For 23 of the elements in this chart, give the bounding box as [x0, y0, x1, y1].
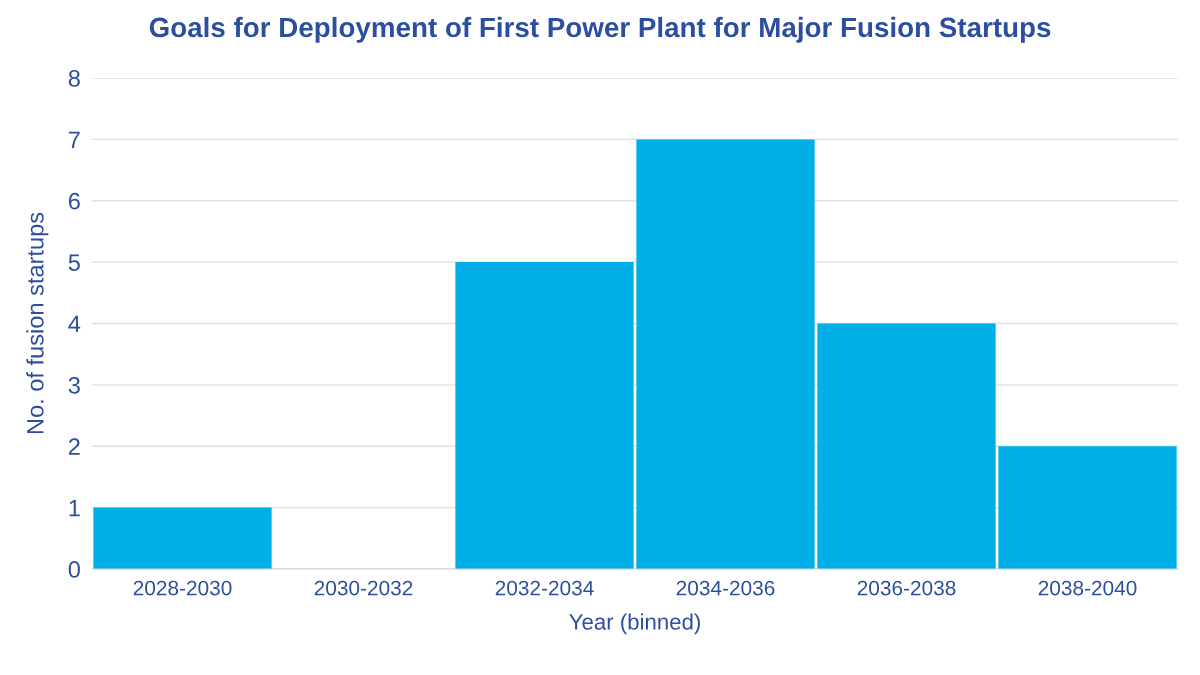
- y-tick-label: 0: [68, 561, 80, 578]
- x-tick-label: 2032-2034: [495, 580, 594, 596]
- x-tick-label: 2028-2030: [133, 580, 232, 596]
- y-tick-label: 6: [68, 192, 80, 210]
- bar: [998, 446, 1177, 569]
- bar: [455, 262, 634, 569]
- bar: [817, 323, 996, 569]
- y-tick-label: 8: [68, 70, 80, 87]
- y-tick-label: 1: [69, 499, 80, 517]
- x-tick-label: 2034-2036: [676, 580, 775, 596]
- x-tick-label: 2030-2032: [314, 580, 413, 596]
- y-tick-label: 7: [68, 131, 80, 148]
- x-tick-label: 2036-2038: [857, 580, 956, 596]
- bar: [636, 139, 815, 569]
- chart-title: Goals for Deployment of First Power Plant for Major Fusion Startups: [149, 16, 1051, 43]
- y-axis-title: No. of fusion startups: [26, 212, 49, 434]
- y-tick-label: 4: [68, 315, 81, 333]
- x-tick-label: 2038-2040: [1038, 580, 1137, 596]
- bar: [93, 507, 272, 569]
- y-tick-label: 5: [68, 254, 80, 271]
- y-tick-label: 2: [68, 438, 80, 455]
- x-axis-title: Year (binned): [569, 613, 700, 635]
- y-tick-label: 3: [68, 376, 80, 394]
